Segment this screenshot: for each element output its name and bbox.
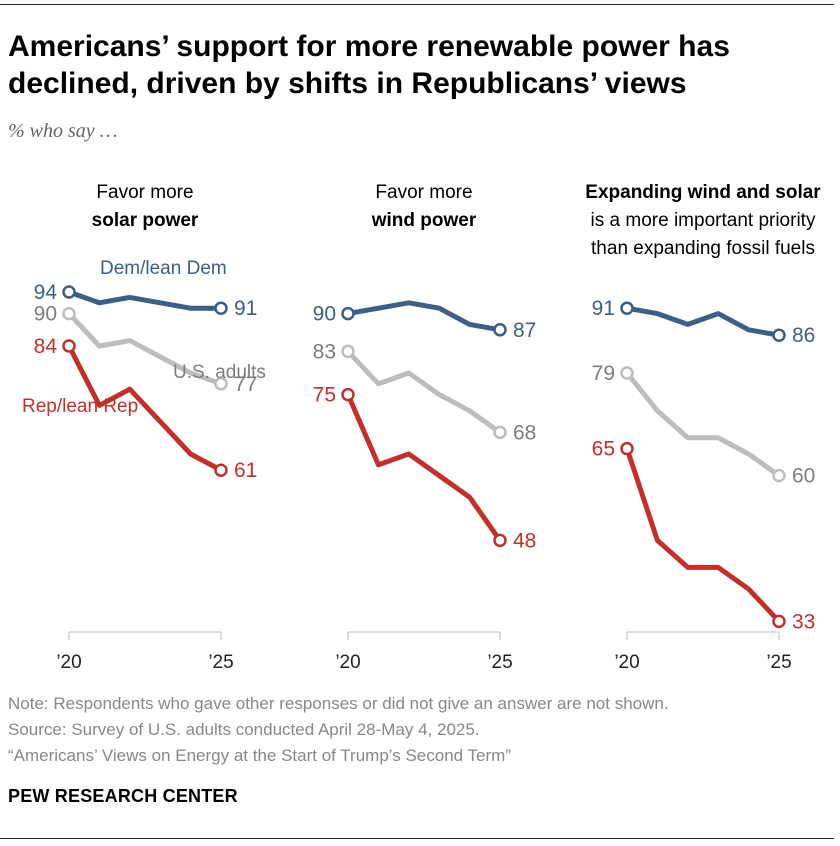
data-point-start-adults bbox=[62, 306, 76, 321]
data-label-end-adults: 77 bbox=[234, 373, 257, 396]
series-label-adults: U.S. adults bbox=[173, 362, 266, 383]
panel-title-line: than expanding fossil fuels bbox=[591, 238, 815, 259]
data-point-start-rep bbox=[62, 339, 76, 353]
x-tick-label: ’20 bbox=[614, 652, 639, 673]
data-label-start-rep: 65 bbox=[592, 438, 615, 461]
data-point-end-adults bbox=[772, 468, 786, 483]
data-label-start-adults: 83 bbox=[313, 340, 336, 363]
series-line-dem bbox=[66, 289, 224, 311]
data-label-end-dem: 91 bbox=[234, 297, 257, 320]
series-label-rep: Rep/lean Rep bbox=[22, 396, 138, 417]
x-tick-label: ’20 bbox=[56, 652, 81, 673]
data-label-end-dem: 86 bbox=[792, 324, 815, 347]
data-label-start-rep: 84 bbox=[34, 335, 58, 358]
series-label-dem: Dem/lean Dem bbox=[100, 258, 227, 279]
panel-title-line: Expanding wind and solar bbox=[585, 182, 821, 203]
data-point-end-adults bbox=[214, 377, 228, 391]
data-point-start-rep bbox=[620, 441, 634, 456]
small-multiples-chart: Favor more solar power ’20 ’25 94 91 90 77 84 61 D… bbox=[22, 182, 821, 673]
data-point-start-dem bbox=[620, 301, 634, 315]
series-line-rep bbox=[624, 446, 782, 624]
x-tick-label: ’25 bbox=[766, 652, 791, 673]
data-point-start-dem bbox=[62, 285, 76, 299]
chart-panel-2: Favor more wind power ’20 ’25 90 87 83 68 75 48 bbox=[313, 182, 537, 673]
panel-title-line: wind power bbox=[371, 210, 477, 231]
data-label-start-dem: 94 bbox=[34, 281, 58, 304]
data-label-end-adults: 60 bbox=[792, 465, 815, 488]
series-line-dem bbox=[624, 305, 782, 338]
data-point-end-adults bbox=[493, 425, 507, 440]
series-line-rep bbox=[66, 343, 224, 473]
x-tick-label: ’20 bbox=[335, 652, 360, 673]
panel-title-line: solar power bbox=[92, 210, 199, 231]
data-point-start-adults bbox=[620, 366, 634, 380]
data-label-end-rep: 48 bbox=[513, 529, 536, 552]
report-title-text: “Americans’ Views on Energy at the Start… bbox=[8, 746, 511, 765]
data-point-end-dem bbox=[772, 328, 786, 342]
series-line-dem bbox=[345, 300, 503, 333]
series-line-adults bbox=[624, 370, 782, 479]
data-point-end-rep bbox=[772, 614, 786, 629]
panel-title-line: is a more important priority bbox=[591, 210, 816, 231]
chart-panel-1: Favor more solar power ’20 ’25 94 91 90 77 84 61 D… bbox=[22, 182, 266, 673]
x-tick-label: ’25 bbox=[208, 652, 233, 673]
data-label-end-rep: 61 bbox=[234, 459, 257, 482]
data-point-end-rep bbox=[493, 533, 507, 548]
source-text: Source: Survey of U.S. adults conducted … bbox=[8, 720, 480, 739]
data-point-start-dem bbox=[341, 306, 355, 321]
data-point-end-dem bbox=[493, 323, 507, 337]
note-text: Note: Respondents who gave other respons… bbox=[8, 694, 669, 713]
series-line-adults bbox=[66, 311, 224, 387]
data-label-start-rep: 75 bbox=[313, 384, 336, 407]
data-label-end-adults: 68 bbox=[513, 421, 536, 444]
data-point-end-rep bbox=[214, 463, 228, 477]
data-point-start-rep bbox=[341, 387, 355, 402]
data-label-end-rep: 33 bbox=[792, 610, 815, 633]
x-tick-label: ’25 bbox=[487, 652, 512, 673]
data-point-start-adults bbox=[341, 344, 355, 359]
top-rule bbox=[0, 4, 834, 5]
chart-subtitle: % who say … bbox=[8, 120, 118, 142]
data-label-end-dem: 87 bbox=[513, 319, 536, 342]
series-line-adults bbox=[345, 348, 503, 435]
brand-logo-text: PEW RESEARCH CENTER bbox=[8, 786, 238, 806]
data-label-start-dem: 90 bbox=[313, 303, 336, 326]
panel-title-line: Favor more bbox=[375, 182, 472, 203]
data-label-start-adults: 79 bbox=[592, 362, 615, 385]
data-point-end-dem bbox=[214, 301, 228, 315]
chart-panel-3: Expanding wind and solar is a more import… bbox=[585, 182, 821, 673]
panel-title-line: Favor more bbox=[96, 182, 193, 203]
chart-title: Americans’ support for more renewable po… bbox=[8, 30, 730, 100]
bottom-rule bbox=[0, 838, 834, 839]
series-line-rep bbox=[345, 392, 503, 543]
data-label-start-dem: 91 bbox=[592, 297, 615, 320]
data-label-start-adults: 90 bbox=[34, 303, 57, 326]
